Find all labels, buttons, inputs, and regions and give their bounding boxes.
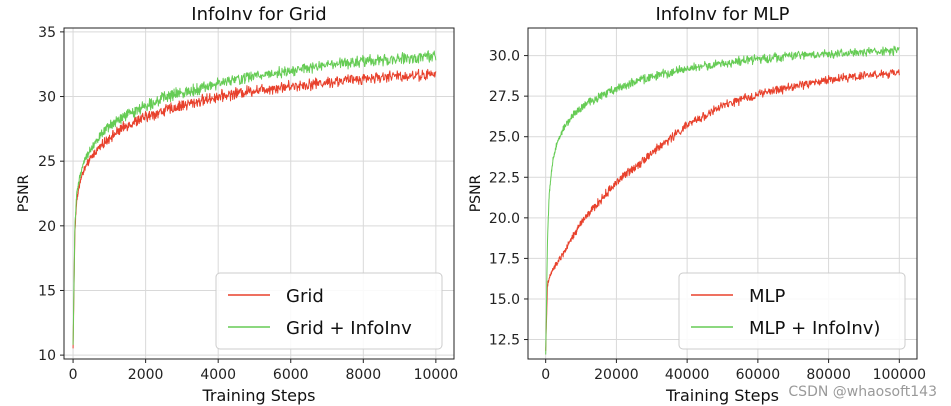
x-tick-label: 4000 — [200, 367, 236, 383]
y-tick-label: 30.0 — [489, 49, 520, 65]
series-line-infoinv — [545, 45, 900, 355]
x-tick-label: 60000 — [736, 367, 781, 383]
y-tick-label: 27.5 — [489, 89, 520, 105]
chart-title: InfoInv for Grid — [191, 4, 326, 25]
y-tick-label: 35 — [38, 25, 56, 41]
x-tick-label: 6000 — [273, 367, 309, 383]
chart-mlp-panel: 0 20000 40000 60000 80000 100000 12.5 15.0 17.5 2… — [468, 4, 926, 405]
x-tick-label: 8000 — [345, 367, 381, 383]
x-tick-label: 10000 — [414, 367, 459, 383]
y-tick-label: 25.0 — [489, 130, 520, 146]
plot-area — [72, 50, 437, 349]
y-tick-label: 12.5 — [489, 333, 520, 349]
plot-area — [545, 45, 900, 355]
y-tick-label: 20.0 — [489, 211, 520, 227]
chart-grid-panel: 0 2000 4000 6000 8000 10000 10 15 20 25 30 35 InfoIn… — [16, 4, 458, 405]
x-axis-label: Training Steps — [665, 386, 779, 405]
x-tick-label: 2000 — [128, 367, 164, 383]
legend: Grid Grid + InfoInv — [215, 272, 443, 350]
series-line-base — [545, 69, 900, 351]
legend: MLP MLP + InfoInv) — [678, 272, 906, 350]
y-tick-label: 15 — [38, 283, 56, 299]
y-tick-label: 20 — [38, 219, 56, 235]
y-axis-label: PSNR — [16, 174, 32, 212]
x-tick-label: 80000 — [806, 367, 851, 383]
x-tick-label: 20000 — [594, 367, 639, 383]
y-tick-label: 17.5 — [489, 251, 520, 267]
legend-label: MLP — [749, 286, 786, 307]
legend-label: Grid — [286, 286, 324, 307]
x-tick-label: 40000 — [665, 367, 710, 383]
watermark: CSDN @whaosoft143 — [788, 384, 937, 400]
axes-frame — [63, 27, 455, 360]
legend-box — [678, 272, 906, 350]
y-axis-label: PSNR — [468, 174, 484, 212]
series-line-infoinv — [72, 50, 437, 345]
legend-box — [215, 272, 443, 350]
x-axis-label: Training Steps — [202, 386, 316, 405]
x-tick-label: 100000 — [873, 367, 926, 383]
series-line-base — [72, 68, 437, 349]
chart-title: InfoInv for MLP — [655, 4, 789, 25]
y-tick-label: 25 — [38, 154, 56, 170]
legend-label: Grid + InfoInv — [286, 318, 412, 339]
y-tick-label: 22.5 — [489, 170, 520, 186]
y-tick-label: 15.0 — [489, 292, 520, 308]
y-tick-label: 10 — [38, 348, 56, 364]
legend-label: MLP + InfoInv) — [749, 318, 880, 339]
y-tick-label: 30 — [38, 90, 56, 106]
x-tick-label: 0 — [69, 367, 78, 383]
x-tick-label: 0 — [541, 367, 550, 383]
axes-frame — [527, 27, 918, 360]
